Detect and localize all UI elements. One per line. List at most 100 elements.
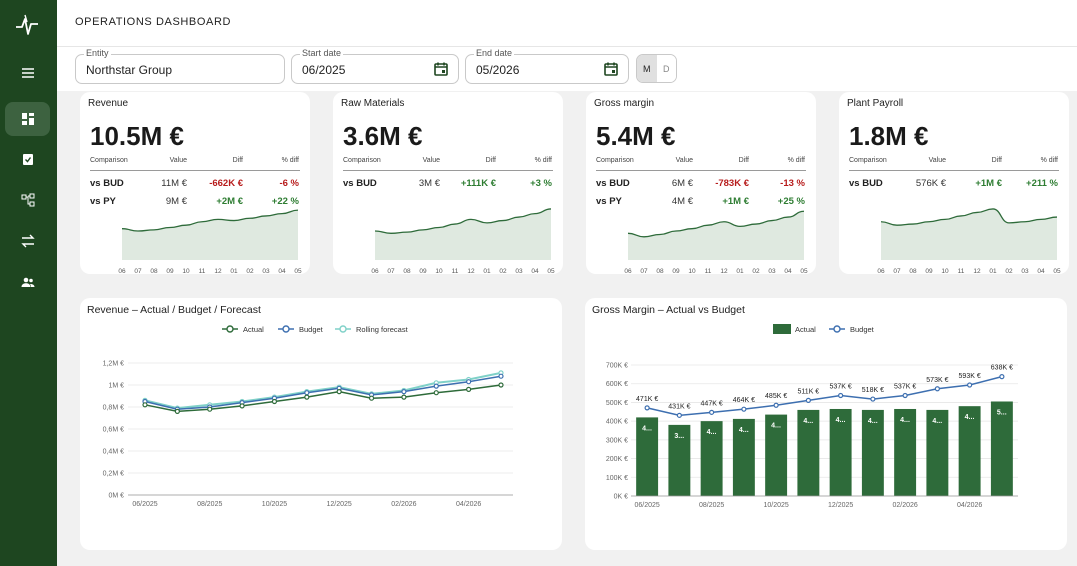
start-date-field[interactable]: Start date 06/2025 [291,48,459,84]
sidebar-item-hierarchy[interactable] [5,183,50,217]
kpi-x-tick-label: 09 [166,268,174,275]
kpi-value: 3.6M € [343,121,423,151]
budget-value-label: 471K € [636,396,658,403]
y-tick-label: 0,2M € [103,471,125,478]
bar-value-label: 4... [900,417,910,424]
granularity-month-button[interactable]: M [637,55,657,82]
sidebar-item-people[interactable] [5,265,50,299]
kpi-column-header: % diff [1040,157,1058,164]
series-line [144,375,502,410]
kpi-pct-diff: +211 % [1026,178,1058,189]
y-tick-label: 0K € [614,494,629,501]
calendar-icon[interactable] [433,61,449,77]
bar [732,418,755,496]
granularity-toggle: M D [636,54,677,83]
menu-button[interactable] [5,56,50,90]
bar-value-label: 4... [642,425,652,432]
kpi-trend-chart: 06 07 08 09 10 11 12 01 02 03 04 05 [624,210,808,275]
kpi-x-tick-label: 03 [262,268,270,275]
kpi-trend-chart: 06 07 08 09 10 11 12 01 02 03 04 05 [371,208,555,275]
kpi-x-tick-label: 10 [941,268,949,275]
y-tick-label: 0,8M € [103,405,125,412]
hierarchy-icon [21,193,34,207]
kpi-x-tick-label: 02 [246,268,254,275]
kpi-diff: +2M € [216,196,243,207]
sidebar-item-dashboard[interactable] [5,102,50,136]
kpi-x-tick-label: 06 [118,268,126,275]
kpi-x-tick-label: 01 [483,268,491,275]
data-point [644,405,650,411]
kpi-card: Plant Payroll 1.8M € Comparison Value Diff % … [839,92,1069,275]
kpi-trend-line [374,208,552,234]
data-point [709,409,715,415]
x-tick-label: 04/2026 [957,502,982,509]
data-point [870,396,876,402]
kpi-x-tick-label: 10 [688,268,696,275]
kpi-table-header: Comparison Value Diff % diff [596,157,806,171]
bar [990,401,1013,496]
kpi-diff: -662K € [209,178,243,189]
legend-label: Actual [243,325,264,334]
swap-icon [20,234,35,248]
kpi-diff: +1M € [722,196,749,207]
end-date-field[interactable]: End date 05/2026 [465,48,629,84]
kpi-diff: -783K € [715,178,749,189]
kpi-row: vs BUD 576K € +1M € +211 % [849,178,1059,192]
kpi-pct-diff: -13 % [780,178,805,189]
series-line [144,384,502,413]
data-point [902,392,908,399]
kpi-comparison: vs BUD [849,178,883,189]
data-point [368,395,375,401]
kpi-title: Plant Payroll [847,98,904,109]
y-tick-label: 1M € [108,383,124,390]
legend-label: Rolling forecast [356,325,409,334]
data-point [676,412,682,418]
kpi-x-tick-label: 08 [656,268,664,275]
series-line [144,371,502,410]
kpi-diff: +1M € [975,178,1002,189]
kpi-x-tick-label: 12 [214,268,222,275]
kpi-pct-diff: +22 % [271,196,299,207]
sidebar-item-tasks[interactable] [5,142,50,176]
kpi-row: vs BUD 11M € -662K € -6 % [90,178,300,192]
kpi-x-tick-label: 09 [925,268,933,275]
people-icon [21,277,34,287]
kpi-x-tick-label: 03 [768,268,776,275]
kpi-column-header: Diff [738,157,749,164]
kpi-compare-value: 3M € [418,178,440,189]
kpi-x-tick-label: 09 [419,268,427,275]
granularity-day-button[interactable]: D [656,55,676,82]
entity-select[interactable]: Entity Northstar Group [75,48,285,84]
kpi-column-header: Diff [485,157,496,164]
kpi-x-tick-label: 07 [893,268,901,275]
kpi-row: vs PY 9M € +2M € +22 % [90,196,300,210]
bar [894,408,917,496]
kpi-card: Revenue 10.5M € Comparison Value Diff % diff v… [80,92,310,275]
kpi-column-header: Value [675,157,693,164]
kpi-title: Revenue [88,98,129,109]
data-point [336,388,342,395]
kpi-x-tick-label: 05 [294,268,302,275]
bar [700,421,723,496]
kpi-x-tick-label: 06 [371,268,379,275]
budget-value-label: 593K € [959,373,981,380]
bar-value-label: 4... [868,418,878,425]
legend-marker [282,325,290,333]
legend-marker [339,325,347,333]
y-tick-label: 200K € [606,456,628,463]
bar-value-label: 3... [674,433,684,440]
kpi-x-tick-label: 04 [784,268,792,275]
data-point [498,382,504,388]
data-point [207,406,213,412]
sidebar-item-transfers[interactable] [5,224,50,258]
sidebar [0,0,57,566]
x-tick-label: 06/2025 [634,502,659,509]
x-tick-label: 02/2026 [391,501,416,508]
kpi-compare-value: 9M € [165,196,187,207]
kpi-compare-value: 4M € [671,196,693,207]
kpi-compare-value: 576K € [915,178,946,189]
calendar-icon[interactable] [603,61,619,77]
kpi-x-tick-label: 09 [672,268,680,275]
entity-label: Entity [84,48,111,59]
kpi-x-tick-label: 12 [720,268,728,275]
